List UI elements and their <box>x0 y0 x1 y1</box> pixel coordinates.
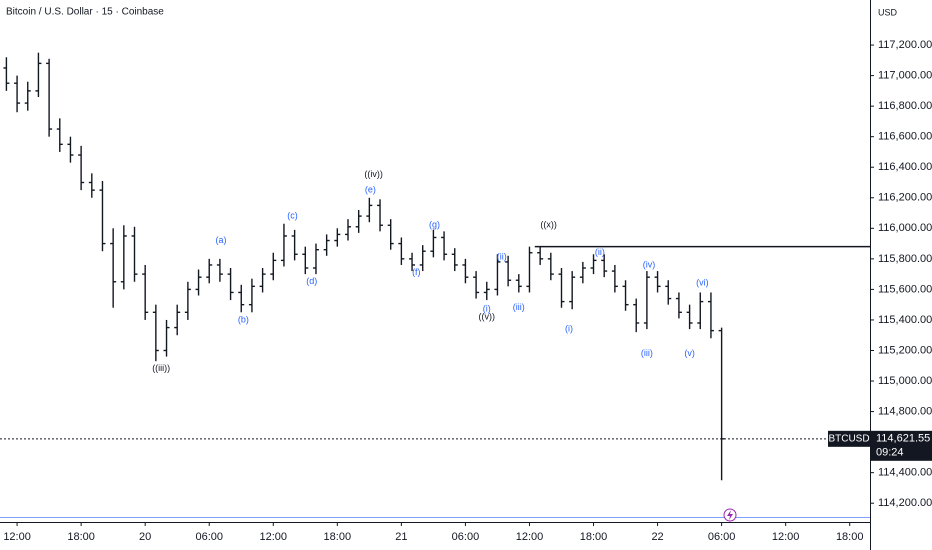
wave-label: (v) <box>684 348 695 358</box>
x-tick-label: 18:00 <box>67 531 95 543</box>
wave-label: ((iv)) <box>364 169 383 179</box>
last-price-label: 114,621.55 <box>876 433 930 445</box>
event-icon[interactable] <box>723 508 737 522</box>
wave-label: (f) <box>412 267 421 277</box>
x-tick-label: 18:00 <box>580 531 608 543</box>
wave-label: (c) <box>287 210 298 220</box>
x-tick-label: 12:00 <box>3 531 31 543</box>
y-tick-label: 117,000.00 <box>878 70 932 82</box>
y-tick-label: 116,400.00 <box>878 161 932 173</box>
wave-label: (i) <box>483 304 491 314</box>
wave-label: (d) <box>306 276 317 286</box>
wave-label: (i) <box>565 323 573 333</box>
chart-title: Bitcoin / U.S. Dollar · 15 · Coinbase <box>6 7 164 18</box>
symbol-tag <box>828 430 870 447</box>
y-tick-label: 116,600.00 <box>878 131 932 143</box>
wave-label: (vi) <box>696 278 709 288</box>
wave-label: (a) <box>215 235 226 245</box>
wave-label: (ii) <box>595 247 605 257</box>
y-tick-label: 116,800.00 <box>878 100 932 112</box>
y-tick-label: 117,200.00 <box>878 39 932 51</box>
x-tick-label: 18:00 <box>324 531 352 543</box>
x-tick-label: 21 <box>395 531 407 543</box>
symbol-label: BTCUSD <box>828 433 869 444</box>
countdown-label: 09:24 <box>876 447 904 459</box>
y-tick-label: 115,400.00 <box>878 314 932 326</box>
wave-label: ((iii)) <box>152 363 170 373</box>
y-tick-label: 116,000.00 <box>878 222 932 234</box>
y-tick-label: 115,000.00 <box>878 375 932 387</box>
wave-label: (iv) <box>643 259 656 269</box>
y-tick-label: 114,400.00 <box>878 467 932 479</box>
wave-label: ((v)) <box>479 311 496 321</box>
y-tick-label: 115,800.00 <box>878 253 932 265</box>
x-tick-label: 06:00 <box>452 531 480 543</box>
wave-label: (iii) <box>641 348 653 358</box>
wave-label: ((x)) <box>540 220 557 230</box>
wave-label: (e) <box>365 185 376 195</box>
y-tick-label: 116,200.00 <box>878 192 932 204</box>
event-bolt <box>727 510 733 520</box>
x-tick-label: 18:00 <box>836 531 864 543</box>
x-tick-label: 12:00 <box>260 531 288 543</box>
currency-label: USD <box>878 7 898 17</box>
y-tick-label: 114,200.00 <box>878 497 932 509</box>
price-tag <box>871 430 932 461</box>
wave-label: (b) <box>238 314 249 324</box>
y-tick-label: 115,600.00 <box>878 283 932 295</box>
y-tick-label: 115,200.00 <box>878 344 932 356</box>
x-tick-label: 06:00 <box>195 531 223 543</box>
x-tick-label: 20 <box>139 531 151 543</box>
y-tick-label: 114,800.00 <box>878 405 932 417</box>
wave-label: (iii) <box>513 302 525 312</box>
x-tick-label: 12:00 <box>772 531 800 543</box>
x-tick-label: 22 <box>651 531 663 543</box>
x-tick-label: 12:00 <box>516 531 544 543</box>
wave-label: (ii) <box>497 252 507 262</box>
x-tick-label: 06:00 <box>708 531 736 543</box>
wave-label: (g) <box>429 220 440 230</box>
